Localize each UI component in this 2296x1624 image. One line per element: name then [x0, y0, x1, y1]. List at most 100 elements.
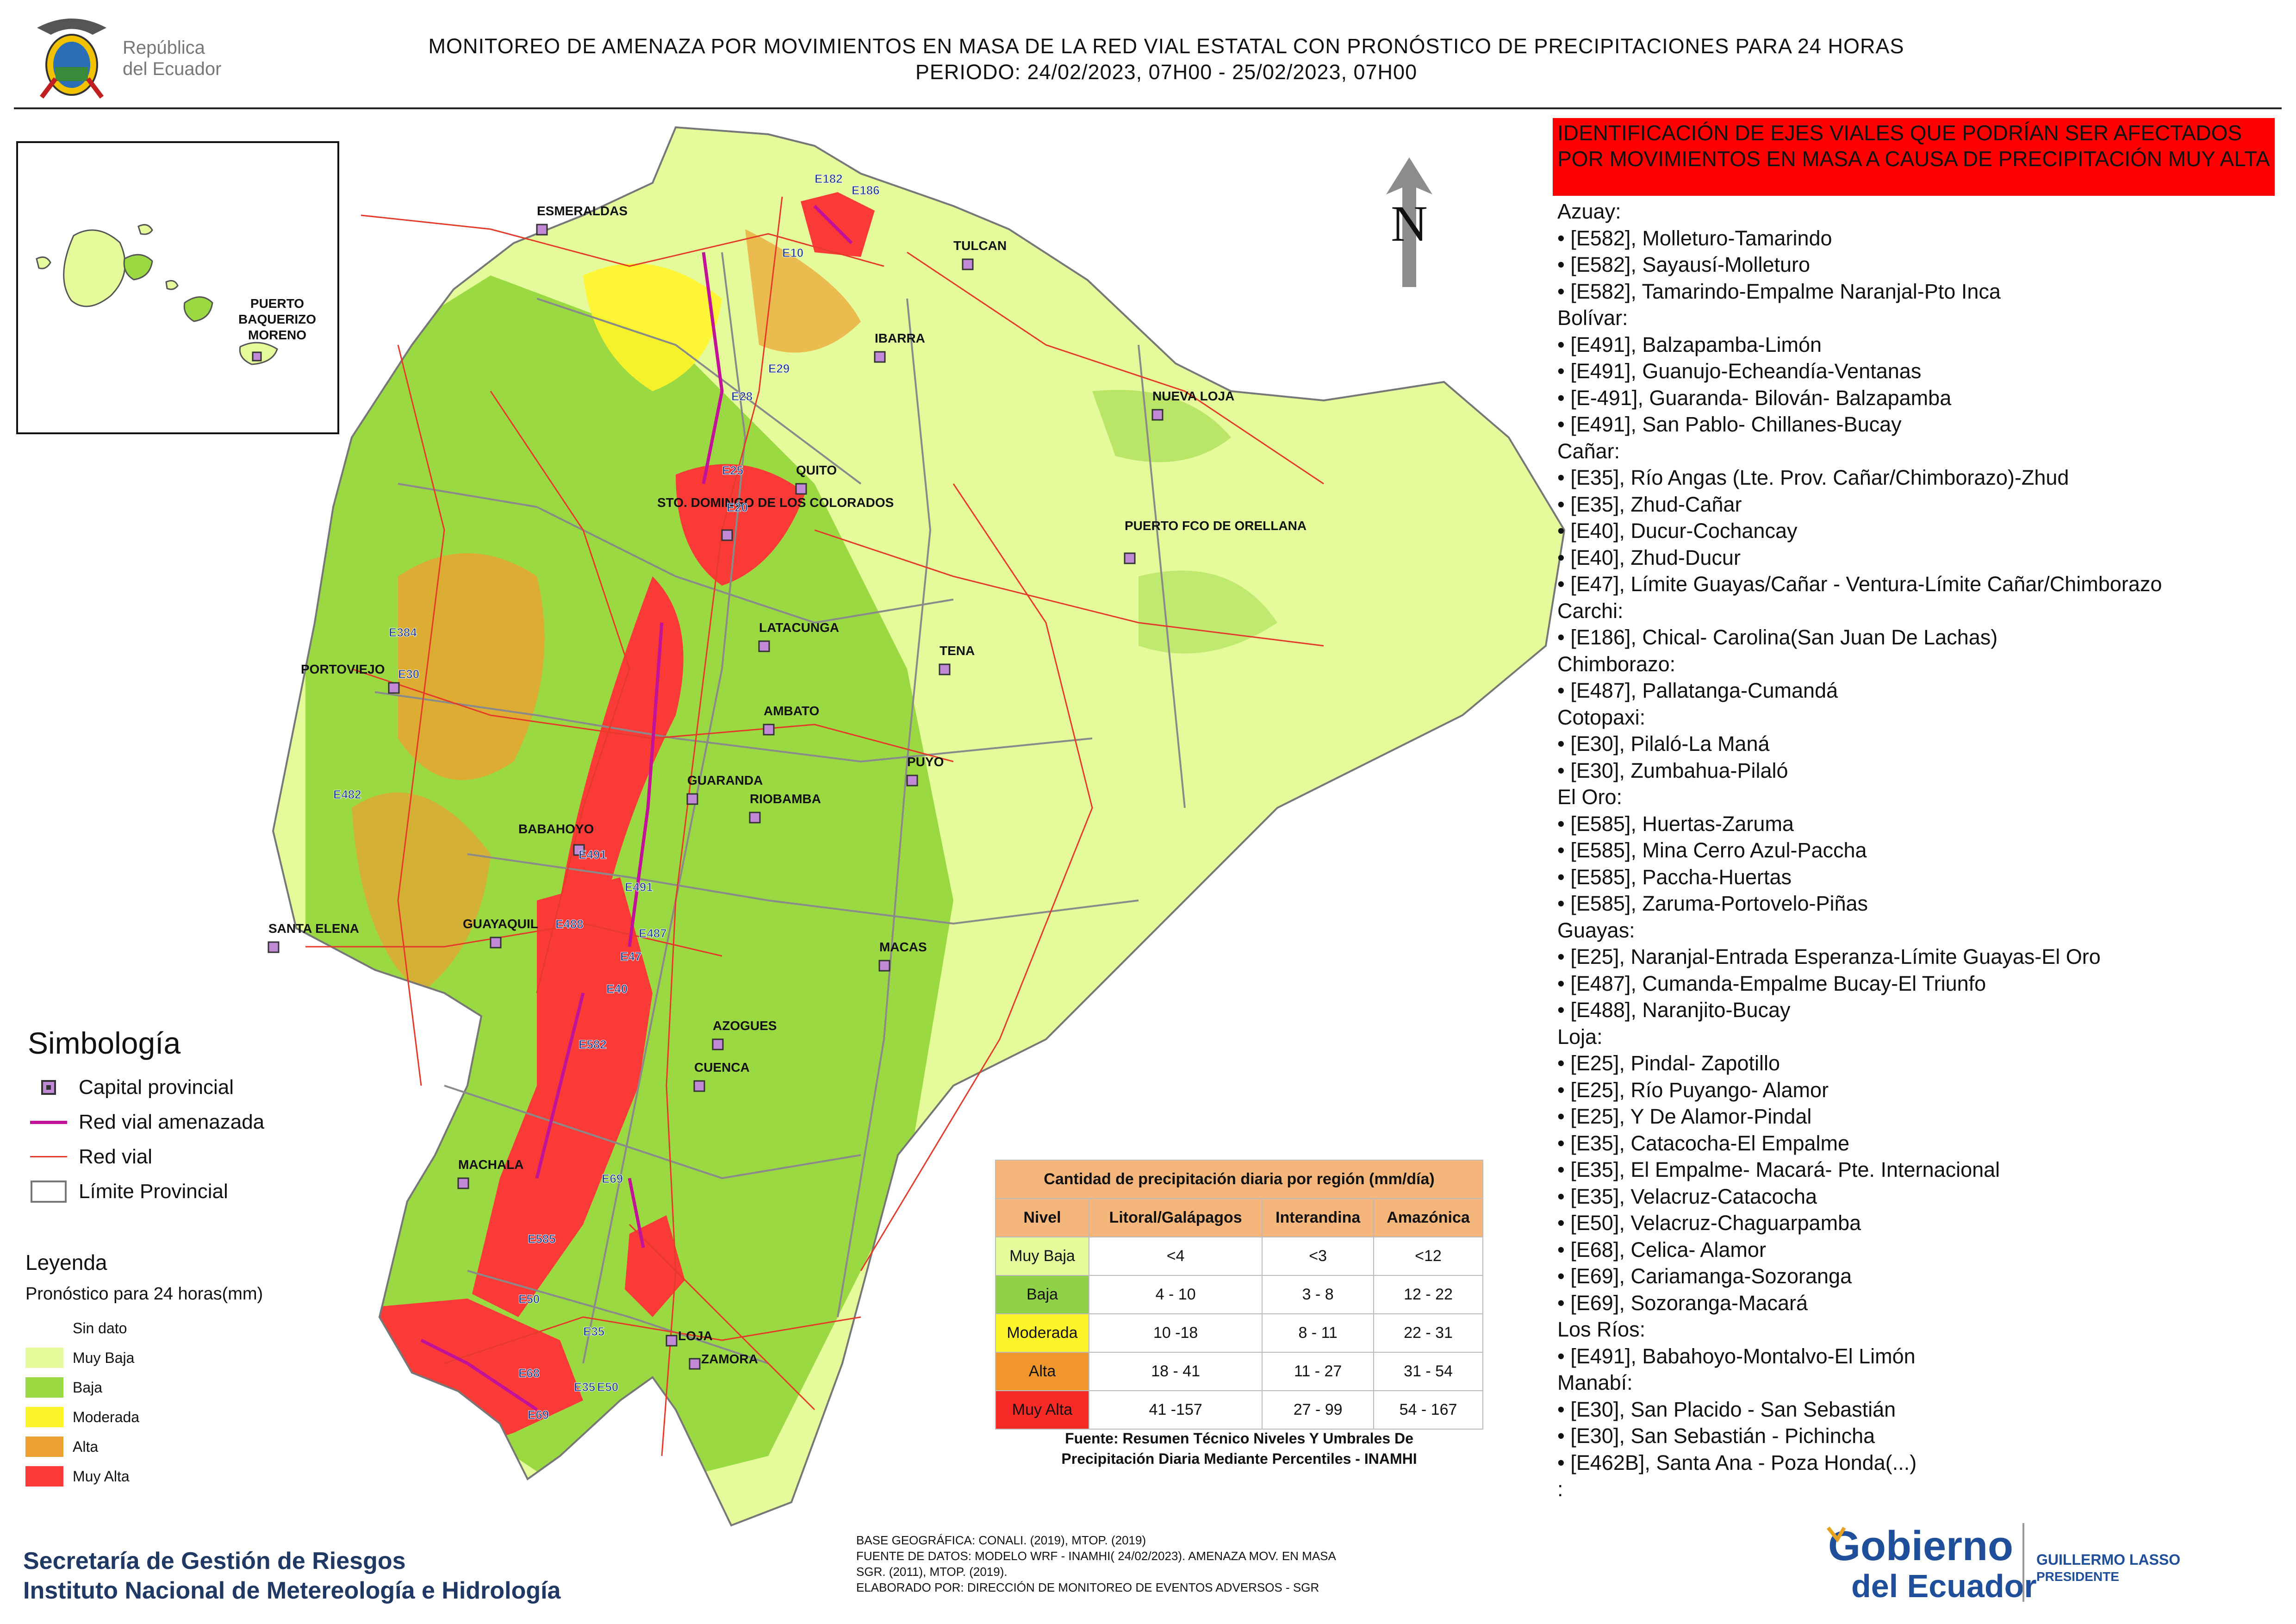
legend-item: Alta [25, 1432, 349, 1462]
city-label: TULCAN [953, 238, 1007, 253]
symbology-capital: Capital provincial [28, 1070, 352, 1105]
city-label: PUERTO FCO DE ORELLANA [1125, 518, 1307, 533]
coat-of-arms-icon [37, 19, 106, 99]
table-source: Fuente: Resumen Técnico Niveles Y Umbral… [995, 1428, 1483, 1469]
road-code-label: E182 [815, 172, 843, 186]
province-heading: Chimborazo: [1557, 652, 1676, 676]
province-heading: El Oro: [1557, 785, 1623, 809]
city-label: GUAYAQUIL [463, 917, 538, 931]
road-code-label: E25 [722, 463, 743, 477]
provincial-capitals: ESMERALDAS TULCAN IBARRA NUEVA LOJA QUITO STO… [268, 172, 1307, 1422]
legend-swatch [25, 1407, 63, 1427]
value-cell: 8 - 11 [1262, 1313, 1375, 1353]
road-item: • [E35], Zhud-Cañar [1557, 492, 1742, 516]
symbology-label: Límite Provincial [79, 1180, 228, 1203]
symbology-legend: Simbología Capital provincial Red vial a… [28, 1025, 352, 1209]
province-heading: Bolívar: [1557, 306, 1628, 330]
road-code-label: E186 [852, 183, 880, 197]
city-label: NUEVA LOJA [1152, 389, 1234, 403]
road-item: • [E30], San Placido - San Sebastián [1557, 1397, 1896, 1421]
logo-text-line1: República [123, 37, 205, 58]
road-code-label: E28 [731, 389, 753, 403]
road-item: • [E30], San Sebastián - Pichincha [1557, 1424, 1875, 1448]
legend-label: Alta [73, 1438, 99, 1455]
capital-marker [962, 258, 974, 270]
province-heading: Guayas: [1557, 918, 1635, 942]
ecuador-hazard-map: ESMERALDAS TULCAN IBARRA NUEVA LOJA QUITO STO… [268, 126, 1565, 1526]
legend-swatch [25, 1437, 63, 1457]
road-item: • [E491], Babahoyo-Montalvo-El Limón [1557, 1344, 1916, 1368]
symbology-road: Red vial [28, 1139, 352, 1174]
road-code-label: E582 [579, 1037, 607, 1051]
legend-swatch [25, 1377, 63, 1398]
header-divider [14, 107, 2282, 109]
provincial-limits [374, 252, 1186, 1364]
inset-city-label: PUERTO BAQUERIZO MORENO [238, 296, 316, 342]
affected-roads-list: Azuay: • [E582], Molleturo-Tamarindo • [E5… [1553, 198, 2284, 1503]
city-label: SANTA ELENA [268, 921, 359, 936]
credit-line: BASE GEOGRÁFICA: CONALI. (2019), MTOP. (… [856, 1533, 1146, 1547]
level-cell: Muy Alta [995, 1390, 1089, 1430]
city-label: TENA [940, 643, 975, 658]
title-line1: MONITOREO DE AMENAZA POR MOVIMIENTOS EN … [428, 34, 1904, 58]
province-heading: Los Ríos: [1557, 1318, 1646, 1341]
road-code-label: E30 [398, 667, 419, 681]
gov-logo-line2: del Ecuador [1851, 1568, 2037, 1604]
symbology-label: Capital provincial [79, 1075, 234, 1099]
road-item: • [E-491], Guaranda- Bilován- Balzapamba [1557, 386, 1952, 410]
province-heading: Loja: [1557, 1024, 1603, 1049]
credit-line: ELABORADO POR: DIRECCIÓN DE MONITOREO DE… [856, 1580, 1319, 1594]
city-label: BABAHOYO [518, 822, 594, 836]
legend-label: Baja [73, 1379, 103, 1396]
city-label: AZOGUES [713, 1018, 777, 1033]
source-line1: Fuente: Resumen Técnico Niveles Y Umbral… [1065, 1430, 1413, 1447]
legend-label: Muy Alta [73, 1468, 130, 1485]
value-cell: <3 [1262, 1237, 1375, 1276]
credit-line: SGR. (2011), MTOP. (2019). [856, 1565, 1008, 1579]
president-line2: PRESIDENTE [2036, 1569, 2119, 1584]
galapagos-inset-map: PUERTO BAQUERIZO MORENO [16, 141, 339, 434]
symbology-title: Simbología [28, 1026, 181, 1060]
precipitation-table: Cantidad de precipitación diaria por reg… [995, 1160, 1483, 1430]
capital-marker [686, 793, 698, 805]
value-cell: 54 - 167 [1373, 1390, 1483, 1430]
road-item: • [E186], Chical- Carolina(San Juan De L… [1557, 625, 1998, 649]
capital-marker [689, 1358, 701, 1370]
road-item: • [E488], Naranjito-Bucay [1557, 998, 1791, 1022]
road-code-label: E20 [727, 500, 748, 514]
province-heading: Cañar: [1557, 439, 1620, 463]
level-cell: Muy Baja [995, 1237, 1089, 1276]
road-code-label: E491 [625, 880, 653, 894]
level-cell: Alta [995, 1352, 1089, 1391]
city-label: MACAS [879, 940, 927, 954]
capital-marker [1151, 409, 1164, 421]
legend-label: Sin dato [73, 1319, 127, 1337]
president-line1: GUILLERMO LASSO [2036, 1551, 2180, 1568]
capital-marker [749, 812, 761, 824]
legend-item: Muy Baja [25, 1343, 349, 1373]
legend-label: Moderada [73, 1408, 140, 1425]
road-item: • [E491], Guanujo-Echeandía-Ventanas [1557, 359, 1922, 383]
value-cell: 3 - 8 [1262, 1275, 1375, 1314]
province-heading: Carchi: [1557, 599, 1624, 623]
road-item: • [E491], San Pablo- Chillanes-Bucay [1557, 412, 1902, 436]
road-item: • [E69], Cariamanga-Sozoranga [1557, 1264, 1852, 1288]
capital-marker [795, 483, 807, 495]
value-cell: 11 - 27 [1262, 1352, 1375, 1391]
threatened-roads [420, 205, 853, 1411]
legend-swatch [25, 1466, 63, 1487]
road-item: • [E69], Sozoranga-Macará [1557, 1291, 1808, 1315]
road-item: • [E50], Velacruz-Chaguarpamba [1557, 1211, 1861, 1235]
road-item: • [E35], Velacruz-Catacocha [1557, 1184, 1817, 1208]
road-code-label: E482 [333, 787, 361, 801]
page-title: MONITOREO DE AMENAZA POR MOVIMIENTOS EN … [287, 33, 2046, 85]
road-code-label: E40 [606, 982, 628, 996]
road-code-label: E69 [528, 1408, 549, 1422]
symbology-label: Red vial amenazada [79, 1110, 265, 1133]
legend-item: Moderada [25, 1402, 349, 1432]
gov-logo-graphic: Gobierno del Ecuador GUILLERMO LASSO PRE… [1826, 1523, 2180, 1604]
province-heading: Cotopaxi: [1557, 705, 1646, 729]
table-row: Muy Alta 41 -157 27 - 99 54 - 167 [995, 1390, 1483, 1430]
road-code-label: E491 [579, 848, 607, 862]
table-row: Alta 18 - 41 11 - 27 31 - 54 [995, 1352, 1483, 1391]
